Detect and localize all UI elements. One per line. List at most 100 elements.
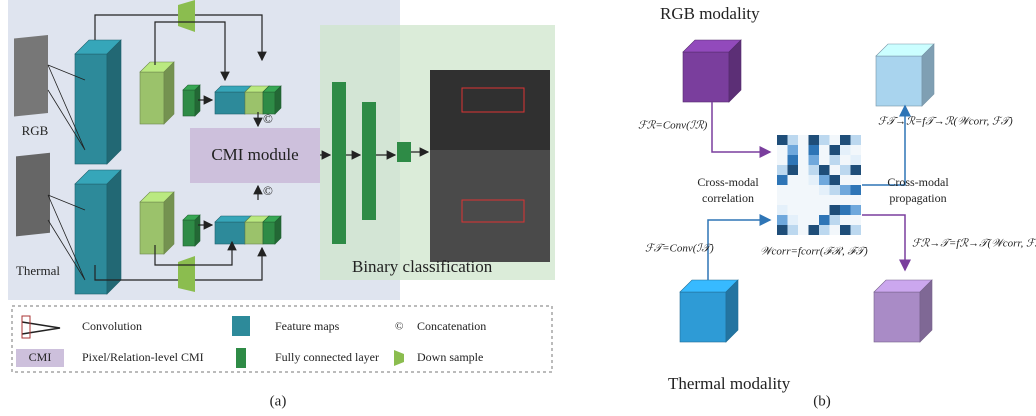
legend-text: Down sample: [417, 350, 483, 364]
matrix-cell: [777, 215, 788, 225]
cube-front: [263, 222, 275, 244]
figure: RGB Thermal CMI module © © Binary classi…: [0, 0, 1036, 416]
caption: (b): [813, 393, 831, 409]
matrix-cell: [777, 135, 788, 145]
caption: (a): [270, 393, 287, 409]
matrix-cell: [851, 155, 862, 165]
propagation-label: Cross-modal: [887, 175, 949, 189]
legend-text: Feature maps: [275, 319, 340, 333]
matrix-cell: [840, 205, 851, 215]
legend-text: Fully connected layer: [275, 350, 379, 364]
binary-classification: Binary classification: [352, 257, 493, 276]
thermal-input: [16, 153, 50, 237]
matrix-cell: [777, 175, 788, 185]
cube-front: [876, 56, 922, 106]
matrix-cell: [788, 135, 799, 145]
matrix-cell: [819, 215, 830, 225]
rgb-label: RGB: [22, 123, 49, 138]
matrix-cell: [830, 155, 841, 165]
matrix-cell: [851, 165, 862, 175]
fc-layer: [332, 82, 346, 244]
legend-cmi-box: CMI: [29, 350, 52, 364]
cube-front: [245, 222, 263, 244]
rgb-input: [14, 35, 48, 117]
matrix-cell: [788, 145, 799, 155]
legend-down-icon: [394, 350, 404, 366]
matrix-cell: [830, 205, 841, 215]
propagation-label: propagation: [889, 191, 946, 205]
rgb-modality: RGB modality: [660, 4, 760, 23]
legend-text: Convolution: [82, 319, 142, 333]
arrow: [712, 102, 770, 152]
legend-concat-icon: ©: [395, 321, 403, 333]
matrix-cell: [788, 225, 799, 235]
matrix-cell: [809, 225, 820, 235]
arrow: [862, 215, 905, 270]
matrix-cell: [830, 145, 841, 155]
matrix-cell: [851, 225, 862, 235]
matrix-cell: [809, 155, 820, 165]
matrix-cell: [851, 135, 862, 145]
cube-side: [164, 62, 174, 124]
concat-symbol: ©: [263, 183, 273, 198]
matrix-cell: [840, 185, 851, 195]
output-image-top: [430, 70, 550, 150]
fc-layer: [397, 142, 411, 162]
cube-front: [183, 90, 195, 116]
matrix-cell: [819, 165, 830, 175]
formula: 𝒲corr=fcorr(ℱℛ, ℱ𝒯): [760, 246, 868, 258]
cube-side: [195, 215, 200, 246]
cube-front: [215, 222, 245, 244]
formula: ℱℛ→𝒯=fℛ→𝒯(𝒲corr, ℱℛ): [912, 238, 1036, 250]
legend-text: Concatenation: [417, 319, 486, 333]
legend-fc-icon: [236, 348, 246, 368]
legend-text: Pixel/Relation-level CMI: [82, 350, 204, 364]
correlation-label: Cross-modal: [697, 175, 759, 189]
matrix-cell: [788, 215, 799, 225]
matrix-cell: [851, 205, 862, 215]
matrix-cell: [819, 175, 830, 185]
matrix-cell: [788, 155, 799, 165]
cube-side: [107, 40, 121, 164]
matrix-cell: [830, 185, 841, 195]
matrix-cell: [851, 185, 862, 195]
matrix-cell: [840, 165, 851, 175]
fc-layer: [362, 102, 376, 220]
formula: ℱℛ=Conv(ℐℛ): [638, 120, 708, 132]
matrix-cell: [777, 205, 788, 215]
cube-side: [164, 192, 174, 254]
cube-front: [680, 292, 726, 342]
formula: ℱ𝒯=Conv(ℐ𝒯): [645, 243, 714, 255]
correlation-label: correlation: [702, 191, 754, 205]
matrix-cell: [809, 145, 820, 155]
matrix-cell: [788, 165, 799, 175]
concat-symbol: ©: [263, 111, 273, 126]
matrix-cell: [819, 135, 830, 145]
cube-front: [75, 54, 107, 164]
legend-conv-icon: [22, 322, 60, 334]
matrix-cell: [809, 165, 820, 175]
formula: ℱ𝒯→ℛ=f𝒯→ℛ(𝒲corr, ℱ𝒯): [878, 116, 1013, 128]
matrix-cell: [840, 225, 851, 235]
thermal-label: Thermal: [16, 263, 60, 278]
matrix-cell: [840, 135, 851, 145]
down-sample: [178, 256, 195, 292]
cube-side: [107, 170, 121, 294]
matrix-cell: [819, 185, 830, 195]
matrix-cell: [840, 145, 851, 155]
matrix-cell: [830, 175, 841, 185]
matrix-cell: [819, 225, 830, 235]
cube-front: [140, 202, 164, 254]
matrix-cell: [777, 165, 788, 175]
matrix-cell: [809, 135, 820, 145]
cmi-module-label: CMI module: [211, 145, 298, 164]
legend-feature-icon: [232, 316, 250, 336]
cube-front: [245, 92, 263, 114]
cube-front: [874, 292, 920, 342]
matrix-cell: [777, 225, 788, 235]
thermal-modality: Thermal modality: [668, 374, 791, 393]
matrix-cell: [830, 215, 841, 225]
matrix-cell: [809, 175, 820, 185]
legend-conv-icon: [22, 316, 30, 338]
cube-front: [183, 220, 195, 246]
